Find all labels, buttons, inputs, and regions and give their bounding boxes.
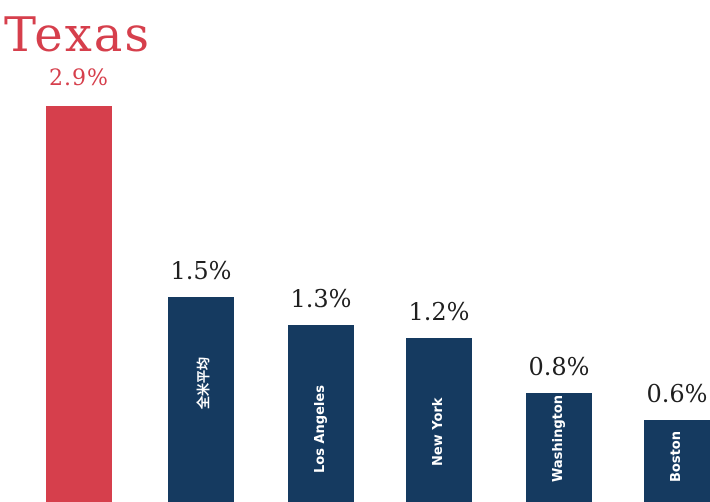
category-label-1: 全米平均 [197, 357, 212, 410]
category-label-3: New York [431, 397, 446, 467]
category-label-2: Los Angeles [313, 384, 328, 473]
category-label-5: Boston [669, 431, 684, 482]
highlight-label: Texas [4, 7, 152, 63]
bar-3 [406, 338, 472, 502]
bar-4 [526, 392, 592, 502]
value-label-1: 1.5% [170, 257, 232, 286]
value-label-5: 0.6% [646, 380, 708, 409]
value-label-3: 1.2% [408, 298, 470, 327]
bar-1 [168, 297, 234, 502]
value-label-0: 2.9% [49, 66, 109, 92]
category-label-4: Washington [551, 394, 566, 482]
value-label-4: 0.8% [528, 352, 590, 381]
value-label-2: 1.3% [290, 284, 352, 313]
bar-2 [288, 324, 354, 502]
bar-5 [644, 420, 710, 502]
bar-0 [46, 106, 112, 502]
